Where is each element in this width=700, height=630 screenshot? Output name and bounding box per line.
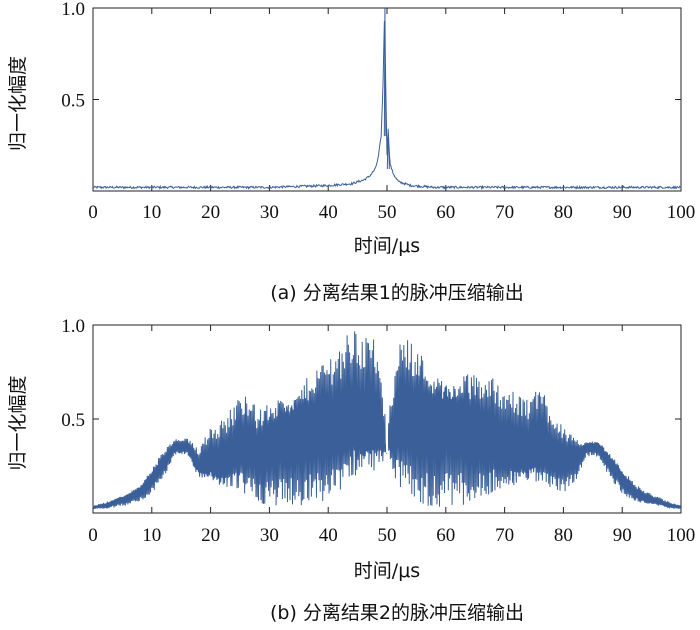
y-tick-label-a-0: 0.5 [61,91,85,112]
caption-a: (a) 分离结果1的脉冲压缩输出 [270,282,524,304]
y-tick-label-b-0: 0.5 [61,410,85,431]
x-tick-label-b-70: 70 [495,525,514,546]
x-tick-label-a-90: 90 [613,202,632,223]
x-tick-label-a-30: 30 [260,202,279,223]
x-tick-label-a-20: 20 [201,202,220,223]
x-tick-label-b-10: 10 [142,525,161,546]
x-tick-label-a-60: 60 [436,202,455,223]
x-tick-label-a-80: 80 [554,202,573,223]
x-tick-label-a-70: 70 [495,202,514,223]
y-axis-label-a: 归一化幅度 [7,56,29,151]
caption-b: (b) 分离结果2的脉冲压缩输出 [270,602,524,624]
x-tick-label-b-100: 100 [667,525,696,546]
x-tick-label-b-60: 60 [436,525,455,546]
x-tick-label-a-0: 0 [88,202,98,223]
x-tick-label-a-100: 100 [667,202,696,223]
y-tick-label-b-1: 1.0 [61,316,85,337]
x-tick-label-b-20: 20 [201,525,220,546]
x-tick-label-b-80: 80 [554,525,573,546]
x-tick-label-a-40: 40 [319,202,338,223]
x-tick-label-b-90: 90 [613,525,632,546]
x-tick-label-b-40: 40 [319,525,338,546]
y-tick-label-a-1: 1.0 [61,0,85,20]
x-tick-label-b-0: 0 [88,525,98,546]
x-tick-label-a-10: 10 [142,202,161,223]
x-tick-label-a-50: 50 [378,202,397,223]
x-axis-label-a: 时间/μs [354,235,420,257]
x-axis-label-b: 时间/μs [354,560,420,582]
y-axis-label-b: 归一化幅度 [7,375,29,470]
x-tick-label-b-50: 50 [378,525,397,546]
series-line-a [92,7,682,191]
x-tick-label-b-30: 30 [260,525,279,546]
